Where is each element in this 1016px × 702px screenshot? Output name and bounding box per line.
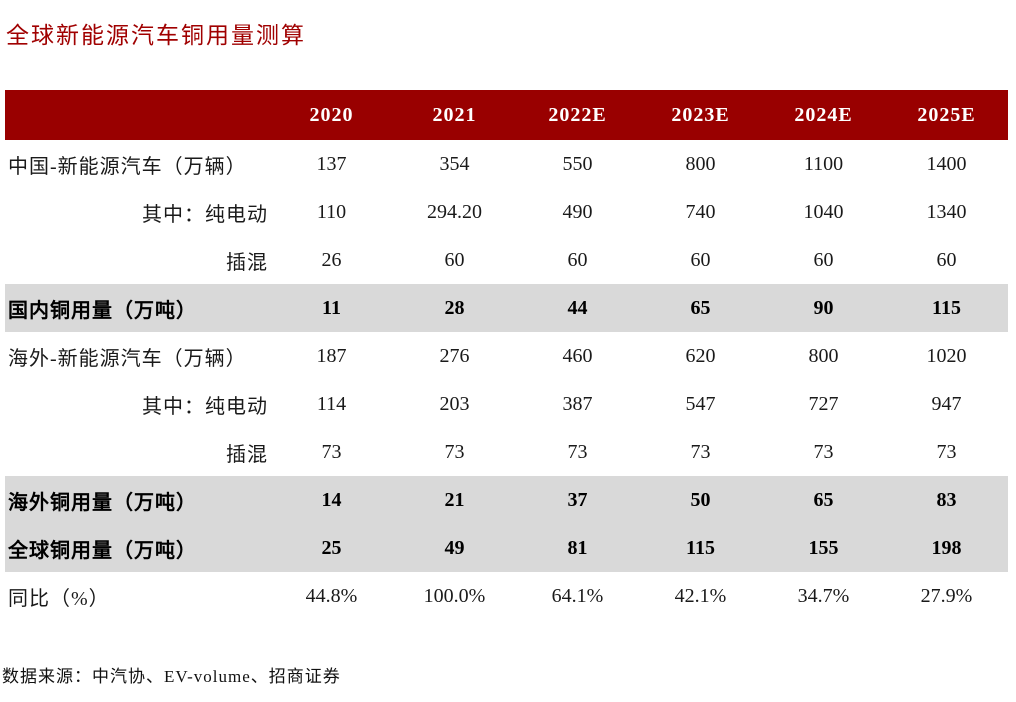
table-row-domestic-copper: 国内铜用量（万吨） 11 28 44 65 90 115 — [5, 284, 1008, 332]
table-cell: 34.7% — [797, 584, 850, 607]
table-cell: 620 — [685, 344, 716, 367]
table-cell: 73 — [444, 440, 465, 463]
table-row-china-phev: 插混 26 60 60 60 60 60 — [5, 236, 1008, 284]
table-cell: 740 — [685, 200, 716, 223]
table-cell: 550 — [562, 152, 593, 175]
table-cell: 21 — [444, 488, 465, 511]
row-label: 插混 — [226, 443, 268, 466]
table-row-overseas-nev: 海外-新能源汽车（万辆） 187 276 460 620 800 1020 — [5, 332, 1008, 380]
table-cell: 73 — [321, 440, 342, 463]
table-cell: 1340 — [926, 200, 967, 223]
table-cell: 800 — [808, 344, 839, 367]
table-cell: 83 — [936, 488, 957, 511]
table-cell: 73 — [690, 440, 711, 463]
table-cell: 65 — [813, 488, 834, 511]
table-row-overseas-copper: 海外铜用量（万吨） 14 21 37 50 65 83 — [5, 476, 1008, 524]
table-cell: 73 — [567, 440, 588, 463]
table-cell: 81 — [567, 536, 588, 559]
table-cell: 60 — [690, 248, 711, 271]
table-cell: 11 — [322, 296, 341, 319]
column-header-2025e: 2025E — [917, 103, 976, 126]
copper-usage-table: 2020 2021 2022E 2023E 2024E 2025E 中国-新能源… — [5, 90, 1008, 620]
row-label: 海外铜用量（万吨） — [8, 491, 197, 514]
table-cell: 727 — [808, 392, 839, 415]
table-cell: 27.9% — [920, 584, 973, 607]
row-label: 海外-新能源汽车（万辆） — [8, 347, 247, 370]
table-row-overseas-phev: 插混 73 73 73 73 73 73 — [5, 428, 1008, 476]
table-cell: 294.20 — [427, 200, 482, 223]
table-cell: 64.1% — [551, 584, 604, 607]
table-cell: 100.0% — [423, 584, 486, 607]
table-cell: 73 — [936, 440, 957, 463]
column-header-2020: 2020 — [309, 103, 354, 126]
table-cell: 42.1% — [674, 584, 727, 607]
page-title: 全球新能源汽车铜用量测算 — [6, 23, 306, 48]
table-cell: 73 — [813, 440, 834, 463]
table-cell: 276 — [439, 344, 470, 367]
table-cell: 1400 — [926, 152, 967, 175]
table-cell: 460 — [562, 344, 593, 367]
column-header-2021: 2021 — [432, 103, 477, 126]
table-row-yoy: 同比（%） 44.8% 100.0% 64.1% 42.1% 34.7% 27.… — [5, 572, 1008, 620]
column-header-2023e: 2023E — [671, 103, 730, 126]
table-cell: 115 — [686, 536, 715, 559]
table-cell: 547 — [685, 392, 716, 415]
column-header-2024e: 2024E — [794, 103, 853, 126]
table-row-china-nev: 中国-新能源汽车（万辆） 137 354 550 800 1100 1400 — [5, 140, 1008, 188]
table-cell: 115 — [932, 296, 961, 319]
table-row-overseas-bev: 其中：纯电动 114 203 387 547 727 947 — [5, 380, 1008, 428]
row-label: 其中：纯电动 — [142, 395, 268, 418]
table-cell: 28 — [444, 296, 465, 319]
table-cell: 354 — [439, 152, 470, 175]
table-header-row: 2020 2021 2022E 2023E 2024E 2025E — [5, 90, 1008, 140]
table-cell: 947 — [931, 392, 962, 415]
table-cell: 1100 — [803, 152, 844, 175]
table-cell: 800 — [685, 152, 716, 175]
table-cell: 44.8% — [305, 584, 358, 607]
table-cell: 49 — [444, 536, 465, 559]
table-cell: 203 — [439, 392, 470, 415]
table-cell: 50 — [690, 488, 711, 511]
table-row-global-copper: 全球铜用量（万吨） 25 49 81 115 155 198 — [5, 524, 1008, 572]
table-cell: 25 — [321, 536, 342, 559]
table-row-china-bev: 其中：纯电动 110 294.20 490 740 1040 1340 — [5, 188, 1008, 236]
table-cell: 60 — [567, 248, 588, 271]
table-cell: 490 — [562, 200, 593, 223]
table-cell: 60 — [936, 248, 957, 271]
table-cell: 114 — [316, 392, 347, 415]
table-cell: 198 — [931, 536, 962, 559]
table-cell: 1040 — [803, 200, 844, 223]
row-label: 中国-新能源汽车（万辆） — [8, 155, 247, 178]
data-source-note: 数据来源：中汽协、EV-volume、招商证券 — [2, 667, 341, 686]
row-label: 国内铜用量（万吨） — [8, 299, 197, 322]
table-cell: 90 — [813, 296, 834, 319]
table-cell: 14 — [321, 488, 342, 511]
row-label: 插混 — [226, 251, 268, 274]
row-label: 其中：纯电动 — [142, 203, 268, 226]
table-cell: 187 — [316, 344, 347, 367]
table-cell: 37 — [567, 488, 588, 511]
table-cell: 60 — [813, 248, 834, 271]
table-cell: 155 — [808, 536, 839, 559]
table-cell: 387 — [562, 392, 593, 415]
column-header-2022e: 2022E — [548, 103, 607, 126]
table-cell: 110 — [316, 200, 347, 223]
table-cell: 26 — [321, 248, 342, 271]
table-cell: 137 — [316, 152, 347, 175]
table-cell: 44 — [567, 296, 588, 319]
table-cell: 1020 — [926, 344, 967, 367]
row-label: 同比（%） — [8, 587, 110, 610]
table-cell: 60 — [444, 248, 465, 271]
table-cell: 65 — [690, 296, 711, 319]
row-label: 全球铜用量（万吨） — [8, 539, 197, 562]
